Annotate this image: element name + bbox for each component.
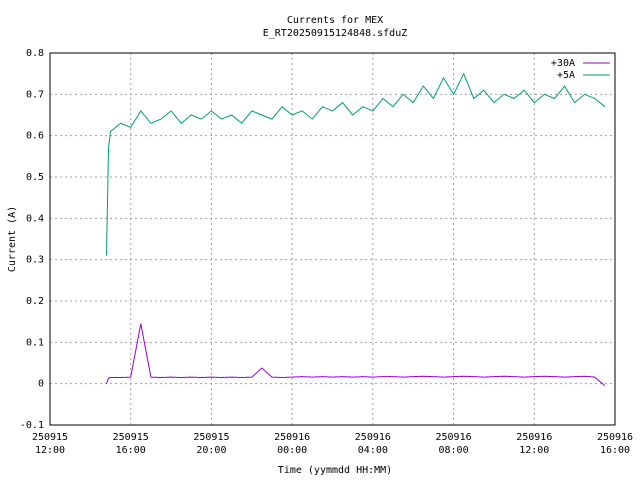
y-tick-label: 0.3 (26, 255, 44, 266)
legend-label: +30A (551, 58, 575, 69)
y-tick-label: 0.1 (26, 337, 44, 348)
chart-subtitle: E_RT20250915124848.sfduZ (263, 28, 408, 39)
x-tick-label: 250915 12:00 (31, 432, 69, 456)
plot-border (49, 52, 616, 426)
y-tick-label: 0.7 (26, 89, 44, 100)
y-tick-label: 0.4 (26, 213, 44, 224)
y-axis-label: Current (A) (7, 206, 18, 272)
y-tick-label: 0.2 (26, 296, 44, 307)
x-tick-label: 250916 00:00 (274, 432, 311, 456)
x-tick-label: 250916 16:00 (596, 432, 634, 456)
x-tick-label: 250916 04:00 (354, 432, 391, 456)
y-tick-label: 0.5 (26, 172, 44, 183)
x-tick-label: 250915 16:00 (112, 432, 149, 456)
chart-title: Currents for MEX (287, 15, 383, 26)
x-tick-label: 250916 08:00 (435, 432, 472, 456)
legend-label: +5A (557, 70, 575, 81)
x-axis-label: Time (yymmdd HH:MM) (278, 465, 392, 476)
y-tick-label: 0 (38, 379, 44, 390)
y-tick-label: -0.1 (20, 420, 44, 431)
line-series (106, 72, 606, 256)
line-series (106, 323, 606, 387)
y-tick-label: 0.8 (26, 48, 44, 59)
x-tick-label: 250915 20:00 (193, 432, 230, 456)
y-tick-label: 0.6 (26, 131, 44, 142)
x-tick-label: 250916 12:00 (516, 432, 553, 456)
